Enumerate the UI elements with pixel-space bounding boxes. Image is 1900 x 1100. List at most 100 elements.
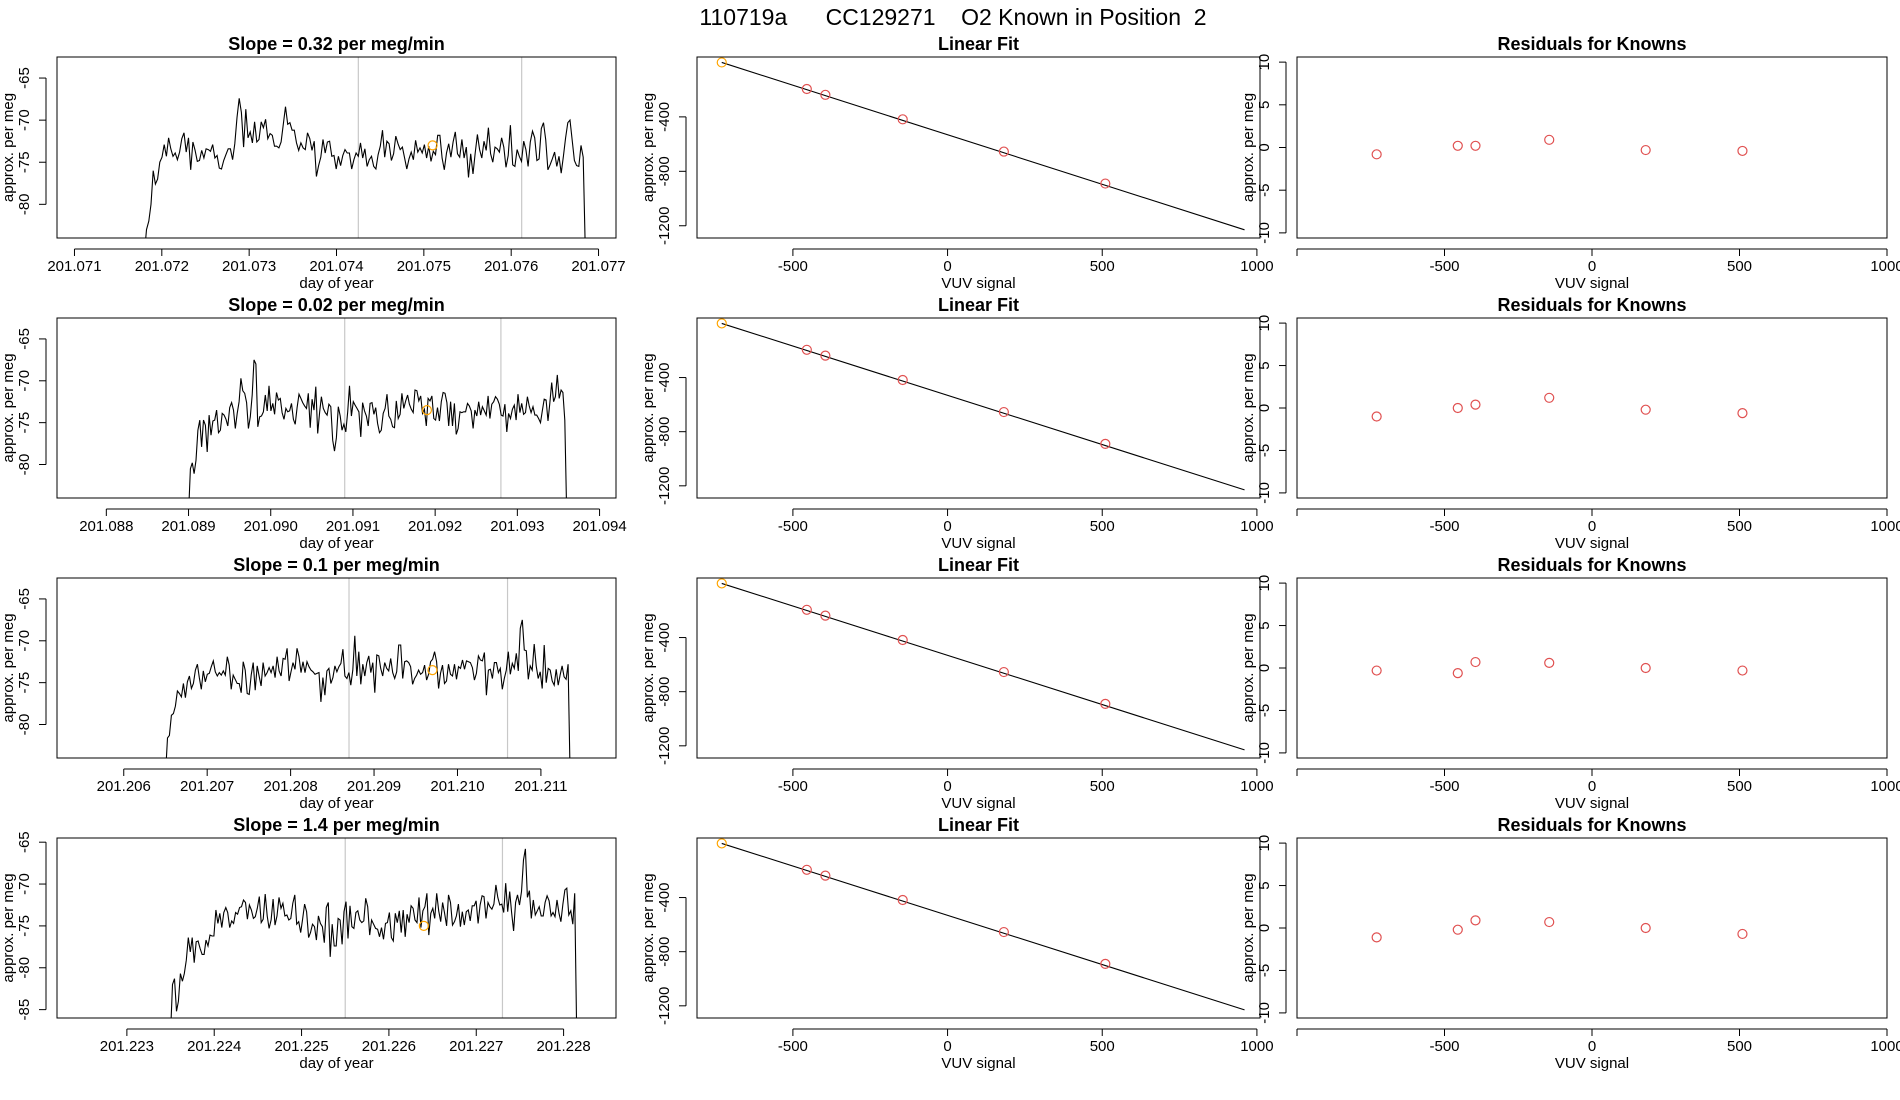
y-axis-label: approx. per meg bbox=[1240, 873, 1257, 982]
y-tick-label: -70 bbox=[16, 109, 33, 131]
y-tick-label: -800 bbox=[656, 677, 673, 707]
x-tick-label: 0 bbox=[1588, 258, 1596, 275]
data-point bbox=[998, 406, 1009, 418]
highlight-point bbox=[418, 920, 429, 932]
data-point bbox=[897, 634, 908, 646]
plot-frame bbox=[696, 577, 1261, 759]
y-tick-label: 5 bbox=[1256, 101, 1273, 109]
y-tick-label: -75 bbox=[16, 915, 33, 937]
panel-title: Slope = 1.4 per meg/min bbox=[233, 815, 440, 835]
y-tick-label: -70 bbox=[16, 873, 33, 895]
x-tick-label: 201.211 bbox=[514, 778, 567, 795]
x-tick-label: -500 bbox=[1429, 518, 1459, 535]
x-axis-label: day of year bbox=[299, 1055, 373, 1072]
x-axis-label: VUV signal bbox=[1555, 795, 1629, 812]
plot-frame bbox=[56, 577, 617, 759]
y-axis-label: approx. per meg bbox=[640, 93, 657, 202]
x-tick-label: 201.210 bbox=[430, 778, 484, 795]
plot-frame bbox=[56, 317, 617, 499]
x-tick-label: 201.209 bbox=[347, 778, 401, 795]
x-tick-label: 201.228 bbox=[536, 1038, 590, 1055]
y-tick-label: 0 bbox=[1256, 143, 1273, 151]
trace-line bbox=[170, 848, 578, 1018]
data-point bbox=[1470, 140, 1481, 151]
plot-frame bbox=[696, 837, 1261, 1019]
data-point bbox=[801, 83, 812, 95]
x-tick-label: -500 bbox=[1429, 778, 1459, 795]
data-point bbox=[820, 89, 831, 100]
plot-frame bbox=[696, 56, 1261, 239]
x-tick-label: 500 bbox=[1727, 1038, 1752, 1055]
x-axis-label: VUV signal bbox=[1555, 535, 1629, 552]
data-point bbox=[801, 604, 812, 615]
panel-title: Residuals for Knowns bbox=[1497, 555, 1686, 575]
data-point bbox=[998, 146, 1009, 157]
panel-4-2: Linear Fit -500 0 500 1000 VUV signal -1200 -80… bbox=[640, 815, 1274, 1072]
data-point bbox=[1371, 149, 1382, 160]
data-point bbox=[1640, 404, 1651, 415]
y-tick-label: 5 bbox=[1256, 881, 1273, 889]
x-axis-label: VUV signal bbox=[941, 535, 1015, 552]
y-tick-label: -65 bbox=[16, 831, 33, 853]
x-tick-label: 201.207 bbox=[180, 778, 234, 795]
data-point bbox=[1470, 399, 1481, 410]
x-tick-label: 1000 bbox=[1240, 258, 1273, 275]
plot-frame bbox=[1296, 317, 1888, 499]
data-point bbox=[1100, 178, 1111, 189]
x-tick-label: 201.075 bbox=[397, 258, 451, 275]
x-tick-label: 1000 bbox=[1240, 778, 1273, 795]
y-tick-label: -80 bbox=[16, 193, 33, 215]
x-tick-label: 500 bbox=[1090, 778, 1115, 795]
panel-1-3: Residuals for Knowns -500 0 500 1000 VUV sign… bbox=[1240, 34, 1900, 292]
x-tick-label: 201.208 bbox=[263, 778, 317, 795]
x-axis-label: VUV signal bbox=[1555, 1055, 1629, 1072]
y-tick-label: -10 bbox=[1256, 742, 1273, 764]
x-tick-label: 0 bbox=[943, 1038, 951, 1055]
panel-4-3: Residuals for Knowns -500 0 500 1000 VUV sign… bbox=[1240, 815, 1900, 1072]
x-tick-label: 201.073 bbox=[222, 258, 276, 275]
data-point bbox=[1737, 407, 1748, 419]
y-tick-label: 10 bbox=[1256, 54, 1273, 71]
trace-line bbox=[145, 98, 586, 238]
y-tick-label: -800 bbox=[656, 156, 673, 186]
y-tick-label: -400 bbox=[656, 102, 673, 132]
data-point bbox=[820, 610, 831, 621]
plot-frame bbox=[56, 837, 617, 1019]
y-tick-label: 10 bbox=[1256, 315, 1273, 332]
y-axis-label: approx. per meg bbox=[0, 873, 17, 982]
y-tick-label: -1200 bbox=[656, 727, 673, 765]
panel-title: Residuals for Knowns bbox=[1497, 295, 1686, 315]
data-point bbox=[1371, 665, 1382, 676]
x-tick-label: 1000 bbox=[1870, 778, 1900, 795]
x-tick-label: 201.225 bbox=[274, 1038, 328, 1055]
x-tick-label: 1000 bbox=[1240, 518, 1273, 535]
x-tick-label: 0 bbox=[943, 518, 951, 535]
trace-line bbox=[188, 359, 567, 498]
x-tick-label: 201.223 bbox=[100, 1038, 154, 1055]
data-point bbox=[801, 344, 812, 355]
data-point bbox=[897, 114, 908, 125]
panel-title: Linear Fit bbox=[938, 34, 1019, 54]
y-tick-label: -65 bbox=[16, 588, 33, 610]
x-tick-label: 201.206 bbox=[97, 778, 151, 795]
x-axis-label: VUV signal bbox=[941, 275, 1015, 292]
y-tick-label: -80 bbox=[16, 714, 33, 736]
y-tick-label: -75 bbox=[16, 151, 33, 173]
trace-line bbox=[165, 619, 571, 758]
y-tick-label: -5 bbox=[1256, 704, 1273, 717]
x-tick-label: 0 bbox=[943, 778, 951, 795]
y-tick-label: 5 bbox=[1256, 361, 1273, 369]
y-tick-label: 0 bbox=[1256, 664, 1273, 672]
data-point bbox=[1470, 915, 1481, 926]
data-point bbox=[1737, 145, 1748, 157]
plot-frame bbox=[1296, 837, 1888, 1019]
panel-2-1: Slope = 0.02 per meg/min 201.088 201.089 20… bbox=[0, 295, 627, 552]
fit-line bbox=[721, 61, 1245, 231]
data-point bbox=[1452, 924, 1463, 935]
y-tick-label: -70 bbox=[16, 370, 33, 392]
data-point bbox=[897, 374, 908, 386]
x-tick-label: 201.072 bbox=[135, 258, 189, 275]
plot-frame bbox=[56, 56, 617, 239]
plot-frame bbox=[1296, 56, 1888, 239]
y-tick-label: -400 bbox=[656, 363, 673, 393]
